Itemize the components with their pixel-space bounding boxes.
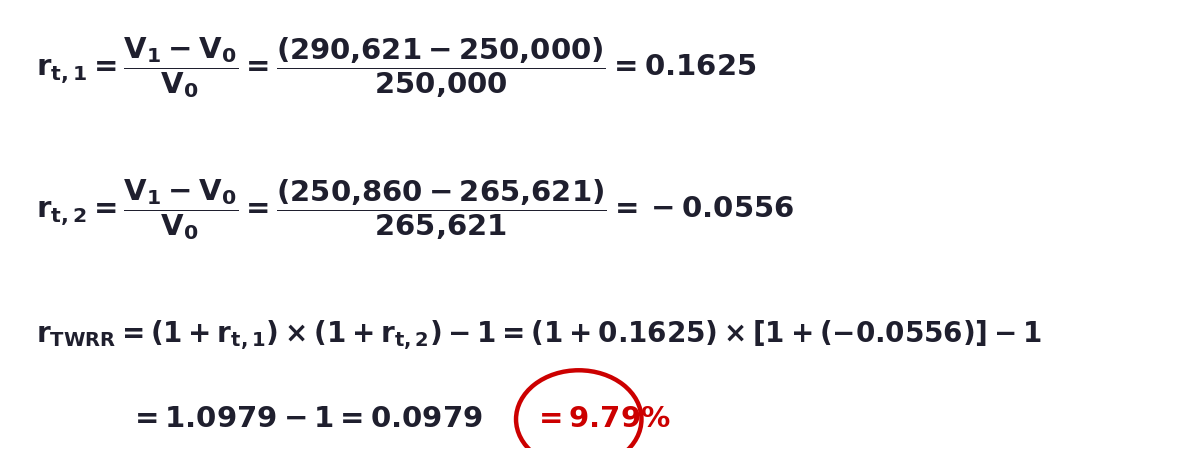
Text: $\mathbf{= 9.79\%}$: $\mathbf{= 9.79\%}$ [532, 405, 671, 433]
Text: $\mathbf{= 1.0979 - 1 = 0.0979}$: $\mathbf{= 1.0979 - 1 = 0.0979}$ [128, 405, 484, 433]
Text: $\mathbf{r_{t,1} = \dfrac{V_1 - V_0}{V_0} = \dfrac{(290{,}621 - 250{,}000)}{250{: $\mathbf{r_{t,1} = \dfrac{V_1 - V_0}{V_0… [36, 35, 756, 100]
Text: $\mathbf{r_{TWRR} = (1 + r_{t,1}) \times (1 + r_{t,2}) - 1 = (1 + 0.1625) \times: $\mathbf{r_{TWRR} = (1 + r_{t,1}) \times… [36, 318, 1042, 352]
Text: $\mathbf{r_{t,2} = \dfrac{V_1 - V_0}{V_0} = \dfrac{(250{,}860 - 265{,}621)}{265{: $\mathbf{r_{t,2} = \dfrac{V_1 - V_0}{V_0… [36, 177, 793, 242]
